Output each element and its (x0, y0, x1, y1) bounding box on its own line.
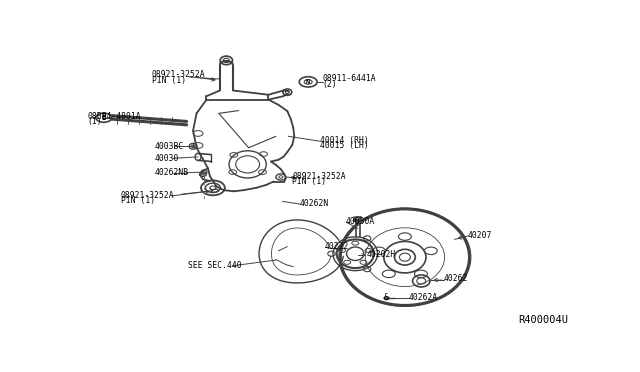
Text: &: & (383, 293, 388, 302)
Text: 40207: 40207 (468, 231, 492, 240)
Text: 08B84-4801A: 08B84-4801A (88, 112, 141, 121)
Text: (2): (2) (322, 80, 337, 89)
Text: 40262NB: 40262NB (154, 168, 189, 177)
Text: PIN (1): PIN (1) (152, 76, 186, 85)
Text: 40014 (RH): 40014 (RH) (319, 136, 368, 145)
Text: 40030A: 40030A (346, 217, 375, 226)
Ellipse shape (384, 297, 389, 299)
Text: R400004U: R400004U (518, 315, 568, 325)
Text: 4003BC: 4003BC (154, 142, 184, 151)
Text: 40015 (LH): 40015 (LH) (319, 141, 368, 150)
Text: 40262A: 40262A (409, 293, 438, 302)
Text: PIN (1): PIN (1) (292, 177, 326, 186)
Text: PIN (1): PIN (1) (121, 196, 155, 205)
Text: 40030: 40030 (154, 154, 179, 163)
Text: (1): (1) (88, 118, 102, 126)
Text: 40262N: 40262N (300, 199, 329, 208)
Text: N: N (306, 79, 310, 85)
Text: 40222: 40222 (325, 242, 349, 251)
Text: SEE SEC.440: SEE SEC.440 (188, 261, 242, 270)
Text: 40262: 40262 (444, 275, 468, 283)
Text: 40202H: 40202H (367, 250, 396, 259)
Text: 08921-3252A: 08921-3252A (152, 70, 205, 79)
Text: 08921-3252A: 08921-3252A (121, 190, 174, 199)
Text: B: B (102, 113, 106, 122)
Text: 08921-3252A: 08921-3252A (292, 172, 346, 181)
Text: 08911-6441A: 08911-6441A (322, 74, 376, 83)
